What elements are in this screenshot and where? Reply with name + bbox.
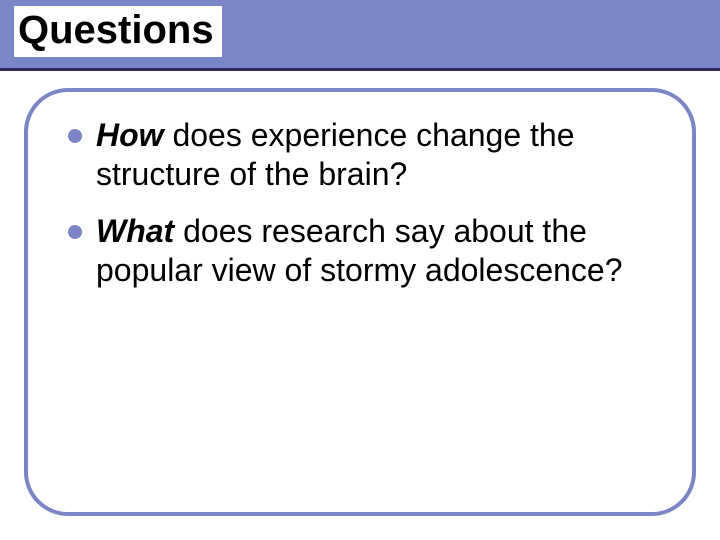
bullet-dot-icon	[68, 129, 82, 143]
bullet-item: What does research say about the popular…	[68, 212, 664, 290]
bullet-lead: What	[96, 213, 174, 249]
bullet-item: How does experience change the structure…	[68, 116, 664, 194]
bullet-rest: does experience change the structure of …	[96, 117, 575, 192]
bullet-dot-icon	[68, 225, 82, 239]
content-box: How does experience change the structure…	[24, 88, 696, 516]
title-underline	[0, 68, 720, 71]
slide-title: Questions	[14, 6, 222, 57]
bullet-rest: does research say about the popular view…	[96, 213, 623, 288]
bullet-lead: How	[96, 117, 164, 153]
